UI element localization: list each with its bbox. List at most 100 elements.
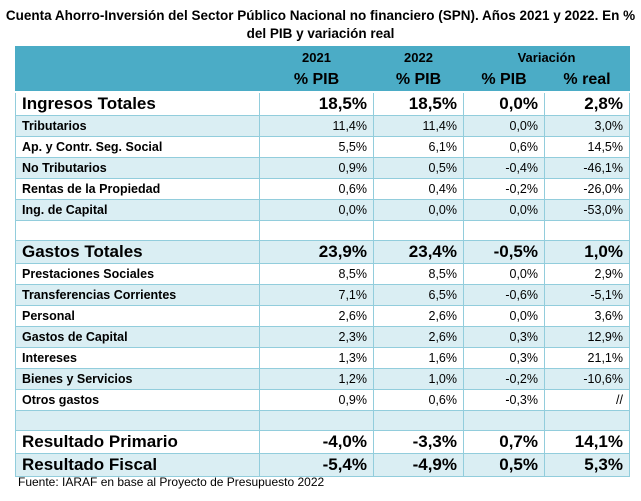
row-label: Bienes y Servicios [15,368,260,390]
value-cell: 0,0% [463,199,545,221]
value-cell: 0,7% [463,430,545,454]
header-empty [15,46,260,68]
value-cell: 0,0% [463,263,545,285]
value-cell: 0,0% [373,199,464,221]
row-label: Prestaciones Sociales [15,263,260,285]
value-cell: 2,6% [259,305,374,327]
value-cell: 0,4% [373,178,464,200]
header-empty [15,67,260,93]
value-cell: 1,0% [544,240,630,264]
value-cell: 11,4% [259,115,374,137]
value-cell: 3,6% [544,305,630,327]
value-cell: 1,2% [259,368,374,390]
value-cell: -0,6% [463,284,545,306]
blank-row [15,220,630,241]
value-cell: 1,6% [373,347,464,369]
value-cell: 18,5% [259,91,374,116]
value-cell: 2,8% [544,91,630,116]
table-row: Transferencias Corrientes 7,1% 6,5% -0,6% -5… [15,284,630,306]
table-row: Gastos Totales 23,9% 23,4% -0,5% 1,0% [15,240,630,264]
blank-cell [544,220,630,241]
value-cell: 0,3% [463,347,545,369]
value-cell: 0,0% [463,115,545,137]
blank-cell [373,410,464,431]
table-row: Otros gastos 0,9% 0,6% -0,3%// [15,389,630,411]
value-cell: 14,1% [544,430,630,454]
blank-cell [15,220,260,241]
blank-cell [15,410,260,431]
row-label: Ing. de Capital [15,199,260,221]
value-cell: 0,0% [463,305,545,327]
value-cell: 1,0% [373,368,464,390]
value-cell: 0,9% [259,389,374,411]
blank-row [15,410,630,431]
row-label: Resultado Primario [15,430,260,454]
row-label: Tributarios [15,115,260,137]
table-row: Resultado Fiscal -5,4% -4,9% 0,5% 5,3% [15,453,630,477]
value-cell: 11,4% [373,115,464,137]
blank-cell [373,220,464,241]
value-cell: 0,6% [463,136,545,158]
value-cell: -5,4% [259,453,374,477]
blank-cell [259,220,374,241]
row-label: Otros gastos [15,389,260,411]
value-cell: 14,5% [544,136,630,158]
value-cell: 2,6% [373,305,464,327]
blank-cell [463,220,545,241]
value-cell: // [544,389,630,411]
value-cell: 1,3% [259,347,374,369]
row-label: Personal [15,305,260,327]
value-cell: 2,9% [544,263,630,285]
header-variacion: Variación [463,46,630,68]
value-cell: 6,5% [373,284,464,306]
value-cell: 0,6% [373,389,464,411]
row-label: Gastos Totales [15,240,260,264]
value-cell: -4,0% [259,430,374,454]
table-row: Tributarios 11,4% 11,4% 0,0% 3,0% [15,115,630,137]
blank-cell [463,410,545,431]
value-cell: 0,9% [259,157,374,179]
table-row: Rentas de la Propiedad 0,6% 0,4% -0,2% -26,0… [15,178,630,200]
header-unit: % real [544,67,630,93]
row-label: Transferencias Corrientes [15,284,260,306]
table-row: No Tributarios 0,9% 0,5% -0,4% -46,1% [15,157,630,179]
value-cell: -4,9% [373,453,464,477]
value-cell: -5,1% [544,284,630,306]
value-cell: -0,2% [463,368,545,390]
value-cell: 2,6% [373,326,464,348]
row-label: Gastos de Capital [15,326,260,348]
table-row: Ingresos Totales 18,5% 18,5% 0,0% 2,8% [15,91,630,116]
value-cell: 23,9% [259,240,374,264]
value-cell: 7,1% [259,284,374,306]
value-cell: 8,5% [373,263,464,285]
header-unit: % PIB [373,67,464,93]
fiscal-table: 2021 2022 Variación % PIB % PIB % PIB % … [15,46,630,477]
table-row: Ing. de Capital 0,0% 0,0% 0,0% -53,0% [15,199,630,221]
value-cell: 6,1% [373,136,464,158]
value-cell: 3,0% [544,115,630,137]
value-cell: 12,9% [544,326,630,348]
value-cell: 0,0% [463,91,545,116]
table-row: Resultado Primario -4,0% -3,3% 0,7% 14,1% [15,430,630,454]
table-row: Gastos de Capital 2,3% 2,6% 0,3% 12,9% [15,326,630,348]
header-2021: 2021 [259,46,374,68]
value-cell: 0,3% [463,326,545,348]
value-cell: 23,4% [373,240,464,264]
row-label: Rentas de la Propiedad [15,178,260,200]
value-cell: 21,1% [544,347,630,369]
table-title: Cuenta Ahorro-Inversión del Sector Públi… [5,8,636,41]
table-row: Prestaciones Sociales 8,5% 8,5% 0,0% 2,9% [15,263,630,285]
value-cell: 0,5% [373,157,464,179]
row-label: Resultado Fiscal [15,453,260,477]
row-label: No Tributarios [15,157,260,179]
value-cell: -0,3% [463,389,545,411]
blank-cell [544,410,630,431]
value-cell: -0,2% [463,178,545,200]
value-cell: 18,5% [373,91,464,116]
value-cell: 0,6% [259,178,374,200]
value-cell: 8,5% [259,263,374,285]
value-cell: 2,3% [259,326,374,348]
blank-cell [259,410,374,431]
header-row-years: 2021 2022 Variación [15,46,630,68]
value-cell: 5,3% [544,453,630,477]
